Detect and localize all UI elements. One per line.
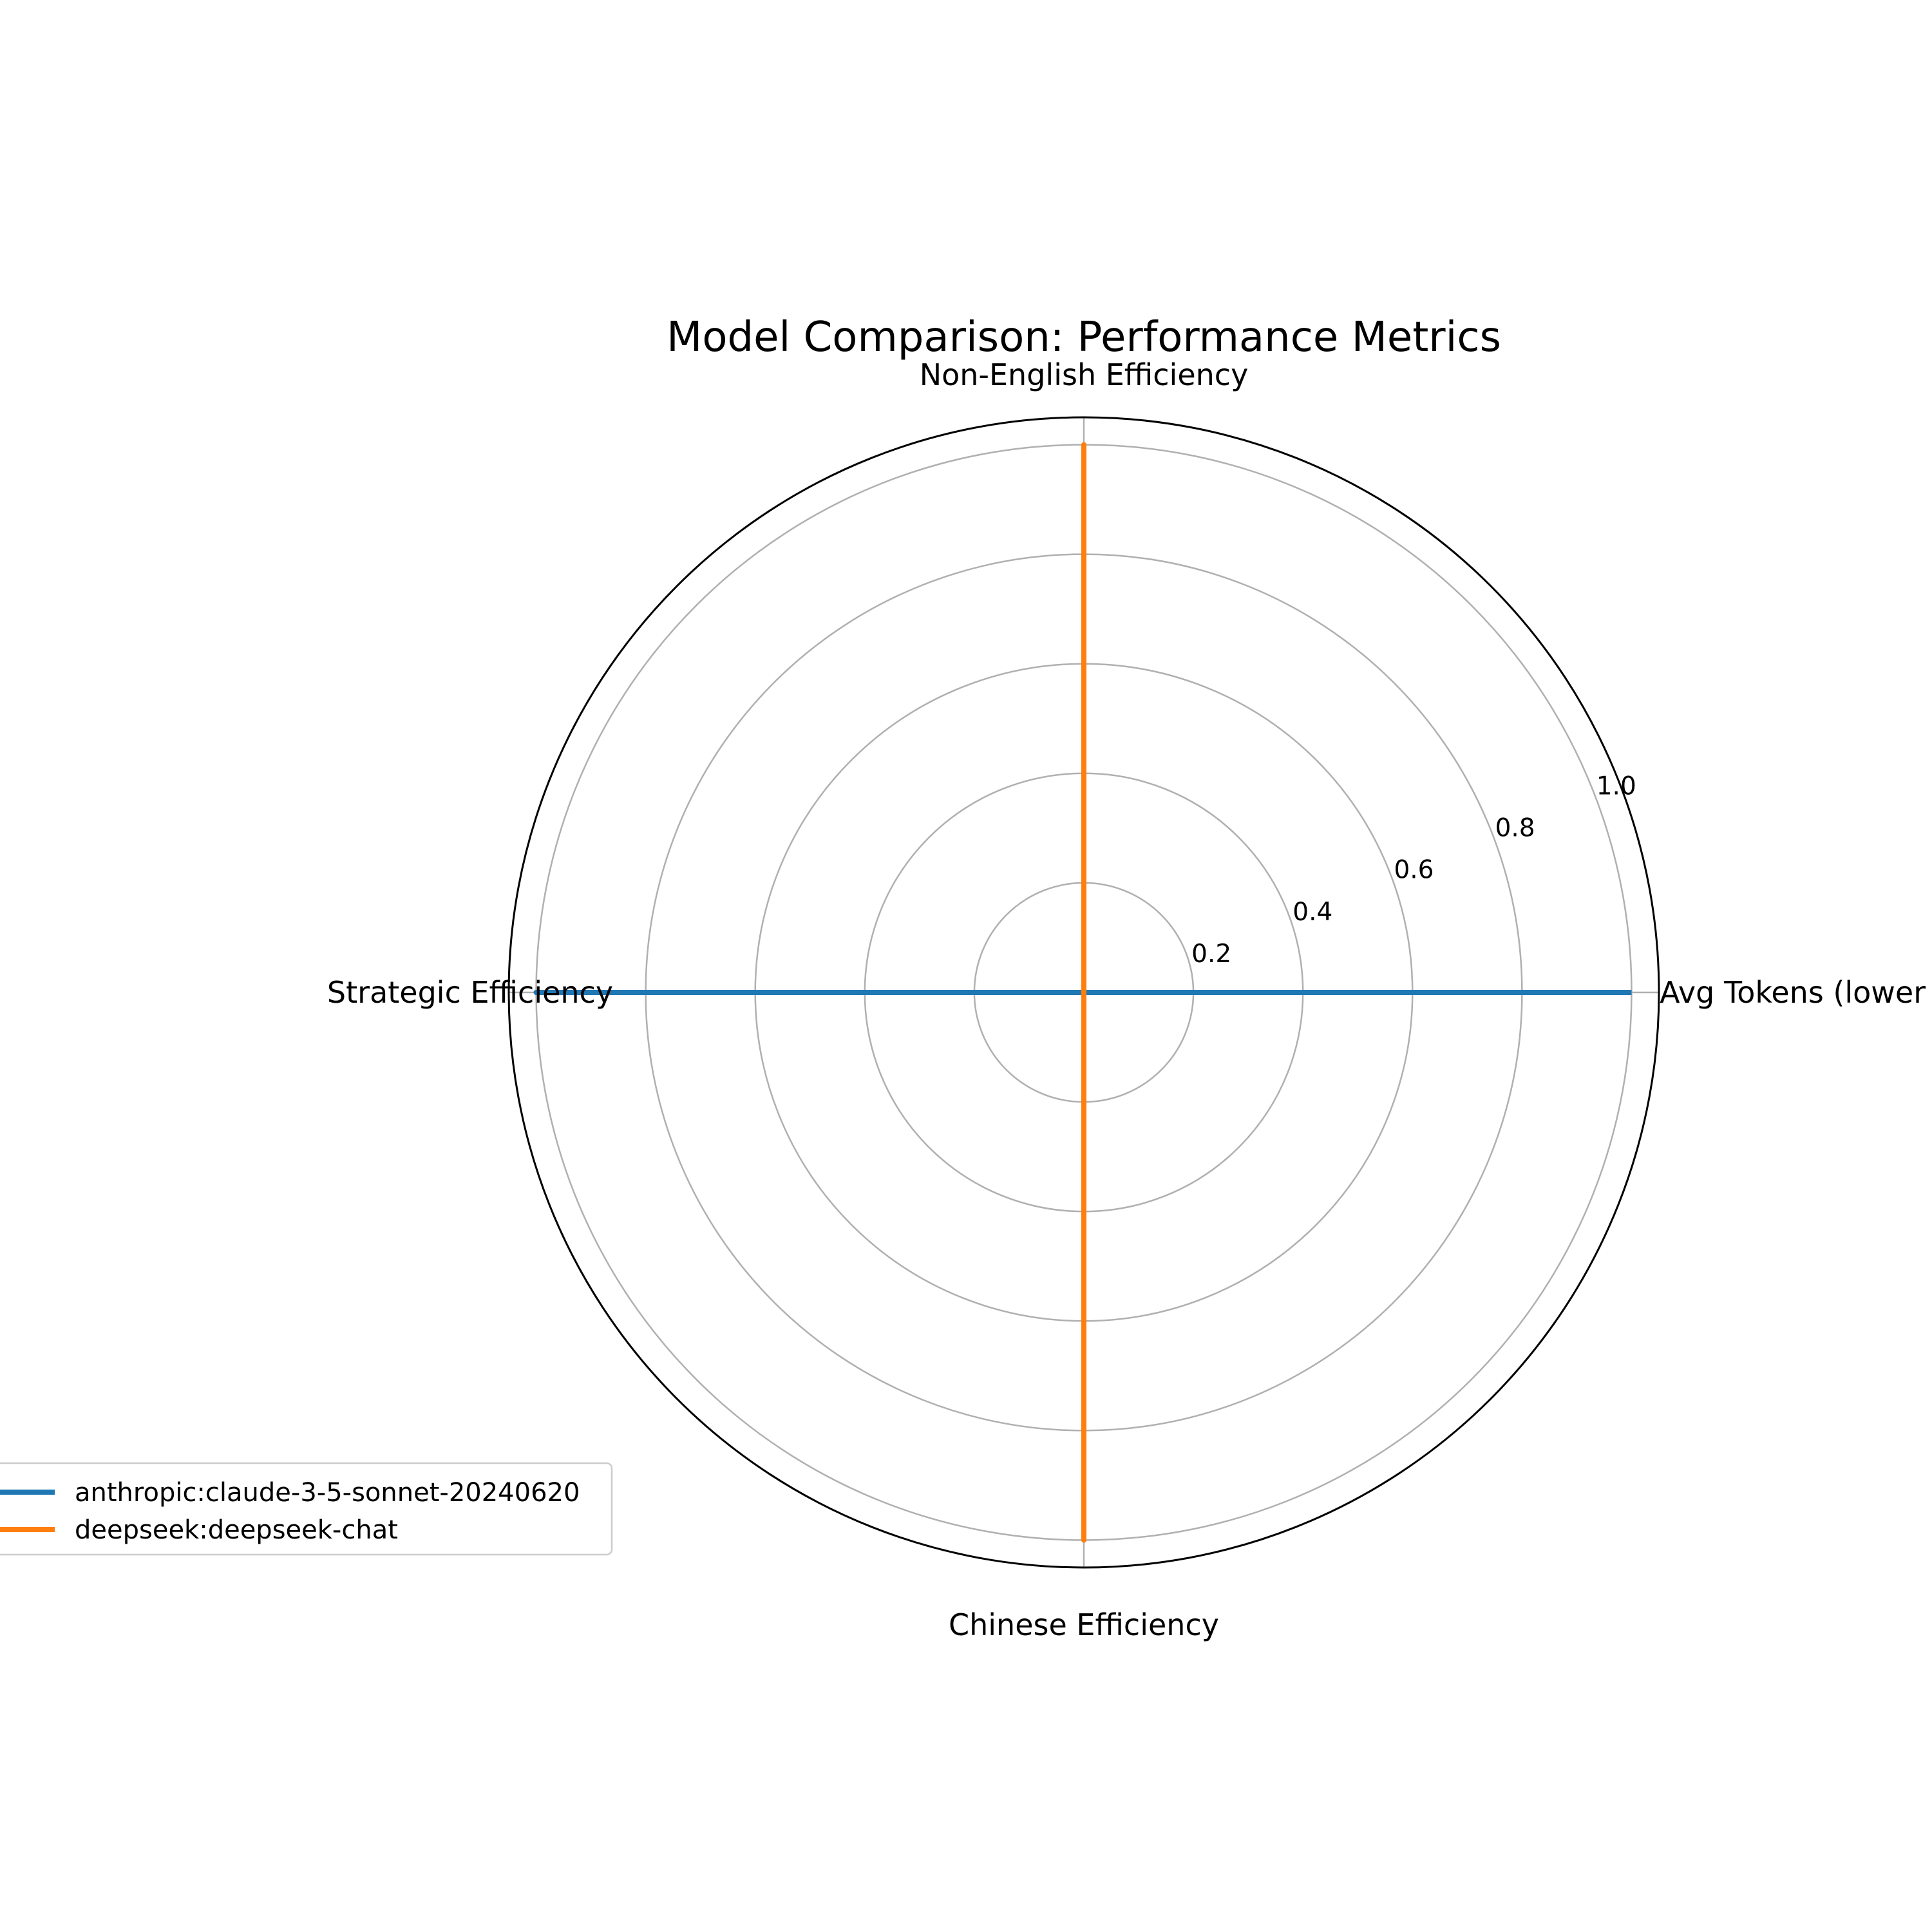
polar-frame: [507, 416, 1660, 1569]
r-tick-label-3: 0.6: [1394, 856, 1434, 885]
legend-label-2: deepseek:deepseek-chat: [75, 1515, 398, 1545]
axis-label-2: Non-English Efficiency: [920, 357, 1249, 392]
legend-box: [0, 1462, 613, 1556]
r-tick-label-2: 0.4: [1293, 898, 1332, 927]
axis-label-4: Chinese Efficiency: [949, 1607, 1219, 1642]
r-tick-label-1: 0.2: [1191, 940, 1231, 969]
series-lines: [533, 442, 1632, 1543]
axis-label-1: Avg Tokens (lower is better): [1660, 975, 1932, 1010]
r-tick-label-4: 0.8: [1495, 814, 1535, 843]
r-tick-label-5: 1.0: [1596, 772, 1636, 801]
axis-label-3: Strategic Efficiency: [327, 975, 613, 1010]
legend-label-1: anthropic:claude-3-5-sonnet-20240620: [75, 1478, 580, 1508]
labels: Avg Tokens (lower is better) Non-English …: [327, 357, 1932, 1642]
chart-title: Model Comparison: Performance Metrics: [667, 314, 1501, 361]
legend: anthropic:claude-3-5-sonnet-20240620 deep…: [0, 1462, 613, 1556]
